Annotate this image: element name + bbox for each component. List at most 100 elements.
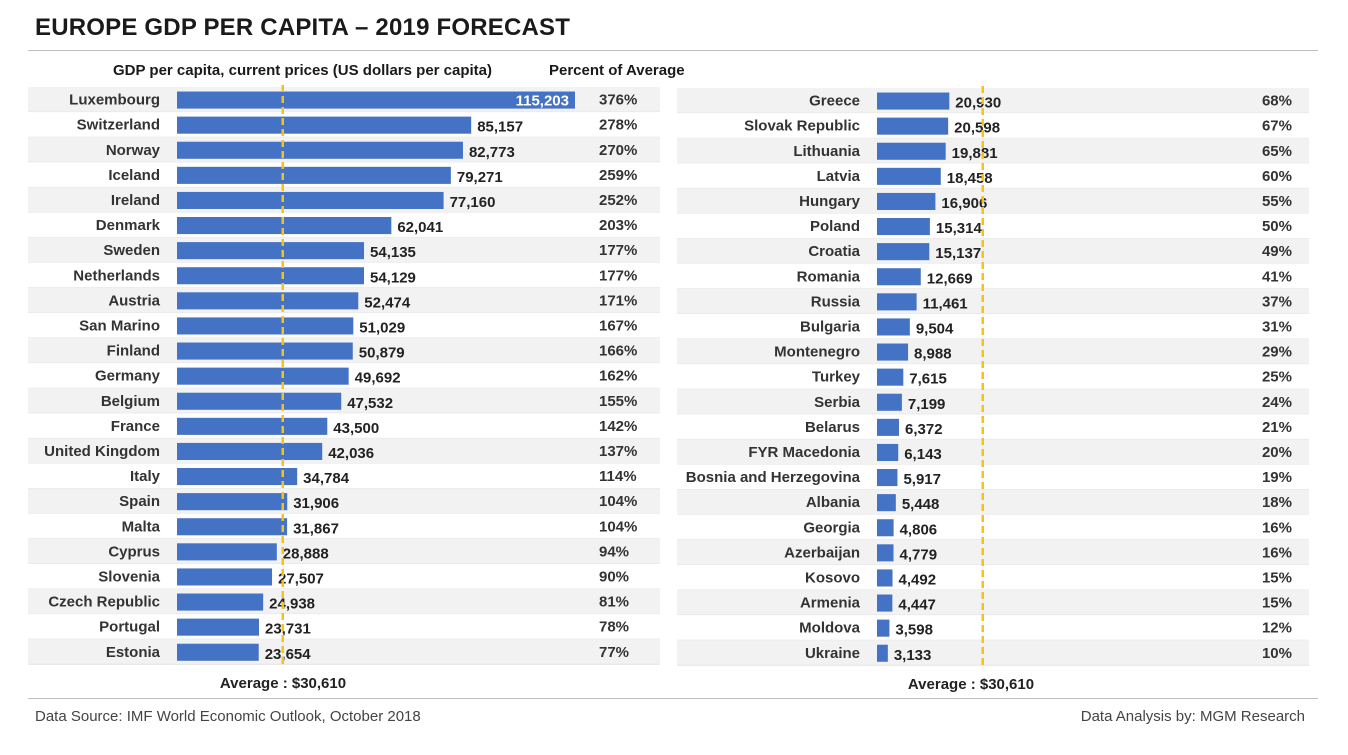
left-row-bg: [28, 488, 660, 514]
right-category-label: FYR Macedonia: [748, 444, 860, 461]
left-category-label: Belgium: [101, 393, 160, 410]
right-row-bg: [677, 615, 1309, 641]
data-source-note: Data Source: IMF World Economic Outlook,…: [35, 708, 421, 725]
right-percent-label: 65%: [1262, 143, 1292, 160]
left-value-label: 31,906: [293, 495, 339, 512]
left-percent-label: 94%: [599, 543, 629, 560]
left-row-bg: [28, 538, 660, 564]
left-value-label: 50,879: [359, 345, 405, 362]
right-percent-label: 60%: [1262, 168, 1292, 185]
right-bar: [877, 92, 950, 110]
left-category-label: Ireland: [111, 192, 160, 209]
right-average-label: Average : $30,610: [908, 676, 1034, 693]
right-percent-label: 21%: [1262, 419, 1292, 436]
right-value-label: 6,143: [904, 446, 942, 463]
left-category-label: Iceland: [108, 167, 160, 184]
left-bar: [177, 518, 288, 536]
left-value-label: 23,731: [265, 621, 311, 638]
right-row-bg: [677, 564, 1309, 590]
right-category-label: Montenegro: [774, 344, 860, 361]
right-row-bg: [677, 514, 1309, 540]
left-row-bg: [28, 589, 660, 615]
right-category-label: Croatia: [808, 243, 860, 260]
right-row-bg: [677, 640, 1309, 666]
right-value-label: 7,199: [908, 396, 946, 413]
left-percent-label: 155%: [599, 393, 637, 410]
left-category-label: Estonia: [106, 644, 161, 661]
right-bar: [877, 443, 899, 461]
left-category-label: Switzerland: [77, 117, 160, 134]
left-bar: [177, 191, 444, 209]
left-value-label: 62,041: [397, 219, 443, 236]
left-percent-label: 177%: [599, 242, 637, 259]
left-percent-label: 137%: [599, 443, 637, 460]
left-bar: [177, 643, 259, 661]
left-value-label: 47,532: [347, 395, 393, 412]
left-bar: [177, 442, 323, 460]
left-row-bg: [28, 438, 660, 464]
left-bar: [177, 267, 365, 285]
right-row-bg: [677, 339, 1309, 365]
left-value-label: 115,203: [516, 93, 569, 110]
left-bar: [177, 217, 392, 235]
right-bar: [877, 167, 941, 185]
left-bar: [177, 568, 273, 586]
right-value-label: 15,137: [935, 245, 981, 262]
left-value-label: 85,157: [477, 119, 523, 136]
right-row-bg: [677, 88, 1309, 114]
right-bar: [877, 218, 930, 236]
left-value-label: 34,784: [303, 470, 350, 487]
left-bar: [177, 543, 277, 561]
right-category-label: Turkey: [812, 369, 861, 386]
left-value-label: 42,036: [328, 445, 374, 462]
right-bar: [877, 368, 904, 386]
right-percent-label: 16%: [1262, 544, 1292, 561]
left-bar: [177, 367, 349, 385]
right-bar: [877, 142, 946, 160]
right-category-label: Hungary: [799, 193, 861, 210]
left-category-label: Luxembourg: [69, 92, 160, 109]
right-row-bg: [677, 439, 1309, 465]
right-category-label: Moldova: [799, 620, 860, 637]
left-bar: [177, 141, 463, 159]
left-percent-label: 167%: [599, 317, 637, 334]
right-percent-label: 19%: [1262, 469, 1292, 486]
right-percent-label: 68%: [1262, 93, 1292, 110]
right-value-label: 11,461: [923, 295, 968, 312]
right-bar: [877, 519, 894, 537]
right-value-label: 8,988: [914, 346, 952, 363]
right-bar: [877, 418, 900, 436]
left-percent-label: 77%: [599, 644, 629, 661]
left-bar: [177, 292, 359, 310]
left-category-label: Sweden: [103, 242, 160, 259]
right-percent-label: 37%: [1262, 293, 1292, 310]
left-value-label: 23,654: [265, 646, 312, 663]
left-value-label: 54,135: [370, 244, 416, 261]
left-bar: [177, 392, 342, 410]
right-value-label: 4,492: [899, 571, 937, 588]
right-value-label: 20,930: [955, 95, 1001, 112]
left-bar: [177, 91, 575, 109]
left-value-label: 51,029: [359, 319, 405, 336]
right-row-bg: [677, 213, 1309, 239]
left-percent-label: 90%: [599, 568, 629, 585]
left-value-label: 27,507: [278, 570, 324, 587]
right-row-bg: [677, 539, 1309, 565]
right-row-bg: [677, 464, 1309, 490]
right-percent-label: 16%: [1262, 519, 1292, 536]
right-value-label: 16,906: [941, 195, 987, 212]
left-percent-label: 142%: [599, 418, 637, 435]
left-category-label: Germany: [95, 368, 161, 385]
left-percent-label: 81%: [599, 594, 629, 611]
left-percent-label: 252%: [599, 192, 637, 209]
right-percent-label: 41%: [1262, 268, 1292, 285]
left-percent-label: 270%: [599, 142, 637, 159]
right-percent-label: 12%: [1262, 620, 1292, 637]
analysis-credit: Data Analysis by: MGM Research: [1080, 708, 1305, 725]
left-category-label: Portugal: [99, 619, 160, 636]
left-value-label: 49,692: [355, 370, 401, 387]
right-row-bg: [677, 489, 1309, 515]
left-value-label: 28,888: [283, 545, 329, 562]
left-percent-label: 203%: [599, 217, 637, 234]
